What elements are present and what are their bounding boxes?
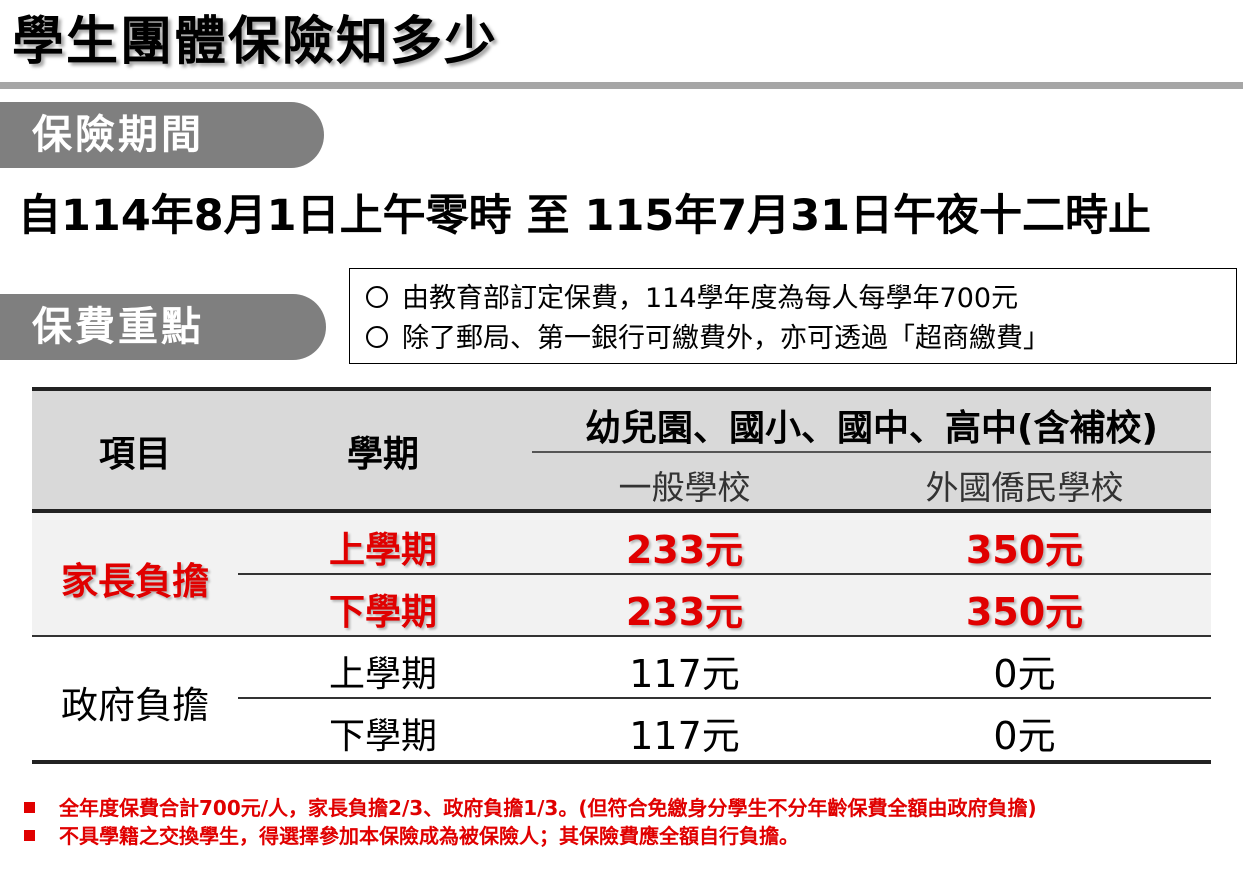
circle-bullet-icon xyxy=(366,286,388,308)
term-cell: 下學期 xyxy=(328,592,437,633)
section-heading-fees: 保費重點 xyxy=(0,294,326,360)
insurance-period-text: 自114年8月1日上午零時 至 115年7月31日午夜十二時止 xyxy=(18,191,1152,241)
page-title: 學生團體保險知多少 xyxy=(12,12,499,72)
category-government: 政府負擔 xyxy=(61,684,209,727)
header-foreign-school: 外國僑民學校 xyxy=(925,468,1124,507)
row-divider xyxy=(238,697,1211,699)
header-term: 學期 xyxy=(346,434,419,475)
term-cell: 上學期 xyxy=(328,654,437,695)
table-bottom-border xyxy=(32,760,1211,764)
footnote-text: 不具學籍之交換學生，得選擇參加本保險成為被保險人；其保險費應全額自行負擔。 xyxy=(59,824,799,848)
table-header-border xyxy=(32,509,1211,513)
general-value-cell: 233元 xyxy=(625,528,744,572)
title-divider xyxy=(0,82,1243,89)
circle-bullet-icon xyxy=(366,326,388,348)
general-value-cell: 117元 xyxy=(629,714,740,758)
fee-notes-box: 由教育部訂定保費，114學年度為每人每學年700元 除了郵局、第一銀行可繳費外，… xyxy=(349,268,1237,364)
foreign-value-cell: 350元 xyxy=(965,590,1084,634)
general-value-cell: 117元 xyxy=(629,652,740,696)
foreign-value-cell: 0元 xyxy=(993,652,1056,696)
premium-table: 項目 學期 幼兒園、國小、國中、高中(含補校) 一般學校 外國僑民學校 家長負擔… xyxy=(32,387,1211,764)
general-value-cell: 233元 xyxy=(625,590,744,634)
table-top-border xyxy=(32,387,1211,391)
fee-note: 由教育部訂定保費，114學年度為每人每學年700元 xyxy=(366,279,1236,319)
term-cell: 上學期 xyxy=(328,530,437,571)
footnote: 全年度保費合計700元/人，家長負擔2/3、政府負擔1/3。(但符合免繳身分學生… xyxy=(24,794,1037,822)
footnote: 不具學籍之交換學生，得選擇參加本保險成為被保險人；其保險費應全額自行負擔。 xyxy=(24,822,799,850)
footnote-text: 全年度保費合計700元/人，家長負擔2/3、政府負擔1/3。(但符合免繳身分學生… xyxy=(59,796,1037,820)
foreign-value-cell: 0元 xyxy=(993,714,1056,758)
row-divider xyxy=(238,573,1211,575)
category-parent: 家長負擔 xyxy=(61,560,209,603)
fee-note-text: 由教育部訂定保費，114學年度為每人每學年700元 xyxy=(402,283,1019,314)
section-heading-period: 保險期間 xyxy=(0,102,324,168)
table-header-background xyxy=(32,387,1211,509)
group-divider xyxy=(32,635,1211,637)
fee-note-text: 除了郵局、第一銀行可繳費外，亦可透過「超商繳費」 xyxy=(402,323,1050,354)
header-school-group: 幼兒園、國小、國中、高中(含補校) xyxy=(585,408,1158,449)
foreign-value-cell: 350元 xyxy=(965,528,1084,572)
square-bullet-icon xyxy=(24,830,35,841)
square-bullet-icon xyxy=(24,802,35,813)
fee-note: 除了郵局、第一銀行可繳費外，亦可透過「超商繳費」 xyxy=(366,319,1236,359)
header-sub-divider xyxy=(532,451,1211,453)
term-cell: 下學期 xyxy=(328,716,437,757)
header-general-school: 一般學校 xyxy=(618,468,751,507)
header-item: 項目 xyxy=(98,434,171,475)
